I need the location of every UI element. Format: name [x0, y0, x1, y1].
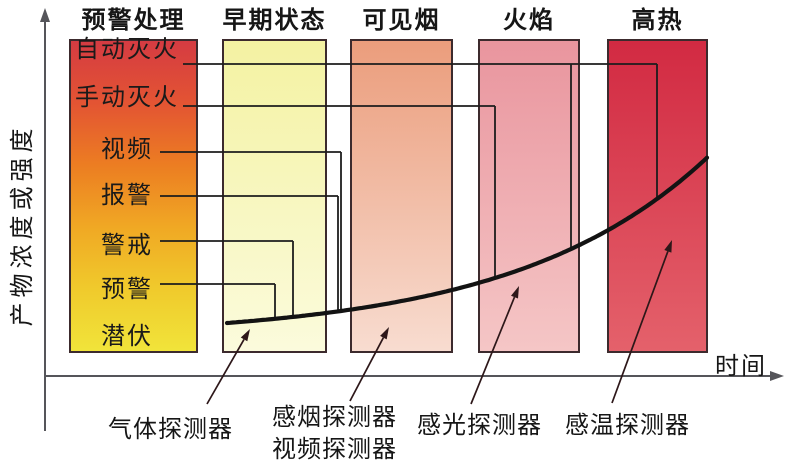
y-axis-label: 产物浓度或强度	[9, 123, 36, 327]
level-label: 潜伏	[101, 323, 153, 350]
band-header: 预警处理	[81, 7, 186, 34]
level-label: 手动灭火	[75, 84, 179, 111]
band-header: 早期状态	[222, 7, 327, 34]
detector-label: 感光探测器	[417, 410, 542, 442]
band-header: 高热	[631, 7, 684, 34]
x-axis-label: 时间	[715, 353, 767, 380]
detector-label-line: 感烟探测器	[272, 404, 397, 431]
detector-label: 感烟探测器视频探测器	[272, 402, 397, 466]
level-label: 警戒	[101, 232, 153, 259]
level-label: 报警	[101, 182, 153, 209]
detector-label-line: 感光探测器	[417, 412, 542, 439]
level-label: 自动灭火	[75, 36, 179, 63]
detector-label-line: 视频探测器	[272, 436, 397, 463]
detector-label: 感温探测器	[565, 410, 690, 442]
band-header: 火焰	[503, 7, 555, 34]
detector-label: 气体探测器	[108, 414, 233, 446]
detector-label-line: 气体探测器	[108, 416, 233, 443]
level-label: 预警	[101, 276, 153, 303]
level-label: 视频	[101, 136, 153, 163]
detector-label-line: 感温探测器	[565, 412, 690, 439]
band-header: 可见烟	[362, 7, 441, 34]
